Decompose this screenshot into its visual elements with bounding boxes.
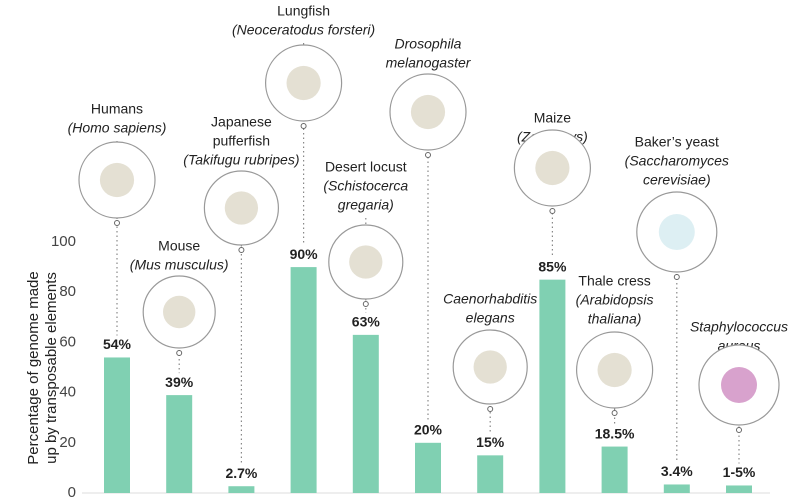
y-axis-label-line: up by transposable elements bbox=[43, 272, 60, 464]
value-label: 15% bbox=[476, 434, 505, 450]
illustration bbox=[597, 352, 632, 388]
leader-dot bbox=[673, 274, 680, 280]
species-name: cerevisiae) bbox=[643, 172, 711, 188]
species-name: (Saccharomyces bbox=[625, 153, 729, 169]
bar bbox=[601, 446, 628, 493]
bar bbox=[166, 395, 193, 493]
species-name: melanogaster bbox=[386, 55, 472, 71]
species-name: Staphylococcus bbox=[690, 319, 788, 335]
common-name: Desert locust bbox=[325, 159, 407, 175]
illustration bbox=[286, 65, 321, 101]
species-name: Drosophila bbox=[395, 36, 462, 52]
species-name: (Takifugu rubripes) bbox=[183, 152, 299, 168]
common-name: Mouse bbox=[158, 238, 200, 254]
illustration bbox=[163, 295, 196, 329]
species-name: gregaria) bbox=[338, 197, 394, 213]
bar bbox=[352, 334, 379, 493]
illustration bbox=[224, 191, 259, 225]
value-label: 54% bbox=[103, 336, 132, 352]
value-label: 3.4% bbox=[661, 463, 693, 479]
leader-dot bbox=[487, 406, 494, 412]
leader-dot bbox=[176, 350, 183, 356]
bar bbox=[104, 357, 130, 493]
value-label: 90% bbox=[290, 246, 319, 262]
species-name: elegans bbox=[466, 310, 515, 326]
value-label: 2.7% bbox=[225, 465, 257, 481]
bar bbox=[539, 279, 566, 493]
leader-dot bbox=[611, 410, 618, 416]
bar bbox=[290, 267, 317, 493]
leader-dot bbox=[736, 427, 742, 433]
leader-dot bbox=[362, 301, 369, 307]
illustration bbox=[473, 350, 507, 384]
bar bbox=[228, 486, 255, 493]
value-label: 20% bbox=[414, 422, 443, 438]
species-name: (Schistocerca bbox=[323, 178, 408, 194]
y-tick-label: 40 bbox=[59, 384, 76, 401]
value-label: 85% bbox=[538, 258, 567, 274]
leader-dot bbox=[238, 247, 245, 253]
leader-dot bbox=[425, 152, 431, 158]
value-label: 1-5% bbox=[723, 464, 756, 480]
common-name: Humans bbox=[91, 101, 143, 117]
illustration bbox=[658, 214, 695, 250]
common-name: Japanese bbox=[211, 114, 272, 130]
leader-dot bbox=[300, 123, 307, 129]
species-name: (Homo sapiens) bbox=[68, 120, 167, 136]
species-name: (Neoceratodus forsteri) bbox=[232, 22, 375, 38]
illustration bbox=[349, 245, 383, 279]
illustration bbox=[410, 94, 446, 130]
common-name: Thale cress bbox=[578, 273, 650, 289]
value-label: 63% bbox=[352, 314, 381, 330]
species-name: Caenorhabditis bbox=[443, 291, 537, 307]
illustration bbox=[721, 367, 757, 403]
bar bbox=[477, 455, 504, 493]
bar bbox=[726, 485, 752, 493]
common-name: Maize bbox=[534, 110, 572, 126]
y-tick-label: 80 bbox=[59, 283, 76, 300]
leader-dot bbox=[549, 208, 556, 214]
bar bbox=[663, 484, 690, 493]
illustration bbox=[99, 162, 135, 198]
illustration bbox=[535, 150, 570, 186]
y-tick-label: 0 bbox=[68, 484, 76, 501]
y-axis-label: Percentage of genome made up by transposa… bbox=[25, 271, 60, 464]
species-name: (Arabidopsis bbox=[576, 292, 654, 308]
bar bbox=[415, 442, 441, 493]
value-label: 18.5% bbox=[595, 425, 635, 441]
y-tick-label: 20 bbox=[59, 434, 76, 451]
common-name: pufferfish bbox=[213, 133, 270, 149]
leader-dot bbox=[114, 220, 120, 226]
y-axis-label-line: Percentage of genome made bbox=[25, 271, 42, 464]
common-name: Baker’s yeast bbox=[635, 134, 719, 150]
y-tick-label: 60 bbox=[59, 333, 76, 350]
common-name: Lungfish bbox=[277, 3, 330, 19]
species-name: (Mus musculus) bbox=[130, 257, 229, 273]
value-label: 39% bbox=[165, 374, 194, 390]
species-name: thaliana) bbox=[588, 311, 642, 327]
y-tick-label: 100 bbox=[51, 233, 76, 250]
